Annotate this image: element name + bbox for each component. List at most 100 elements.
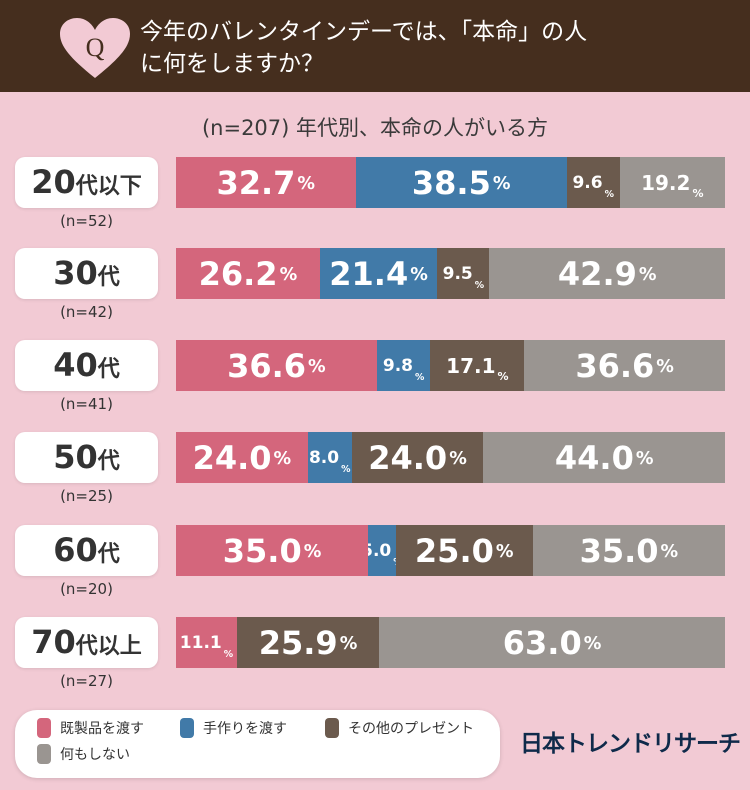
bar-segment-その他のプレゼント: 25.9%: [236, 617, 380, 668]
stacked-bar: 32.7% 38.5% 9.6% 19.2%: [176, 157, 725, 208]
brand-logo: 日本トレンドリサーチ: [520, 731, 741, 757]
unit-label: %: [635, 449, 654, 469]
data-label: 8.0: [308, 447, 340, 468]
unit-label: %: [339, 634, 358, 654]
bar-segment-何もしない: 44.0%: [483, 432, 725, 483]
age-number: 30: [53, 254, 98, 292]
legend-item: その他のプレゼント: [325, 718, 474, 738]
bar-segment-その他のプレゼント: 24.0%: [351, 432, 484, 483]
bar-segment-既製品を渡す: 11.1%: [176, 617, 237, 668]
unit-label: %: [497, 370, 509, 383]
data-label: 44.0: [554, 438, 634, 477]
unit-label: %: [303, 542, 322, 562]
age-number: 50: [53, 438, 98, 476]
bar-segment-その他のプレゼント: 9.5%: [437, 248, 490, 299]
sample-size: (n=42): [60, 303, 113, 321]
bar-segment-既製品を渡す: 32.7%: [176, 157, 356, 208]
category-label: 20代以下: [15, 157, 158, 208]
category-label: 60代: [15, 525, 158, 576]
stacked-bar: 26.2% 21.4% 9.5% 42.9%: [176, 248, 725, 299]
unit-label: %: [656, 357, 674, 377]
unit-label: %: [223, 649, 234, 660]
legend-item: 手作りを渡す: [180, 718, 287, 738]
bar-segment-その他のプレゼント: 17.1%: [430, 340, 525, 391]
data-label: 38.5: [411, 163, 491, 202]
data-label: 25.0: [414, 531, 494, 570]
legend-swatch: [325, 718, 339, 738]
svg-text:Q: Q: [86, 33, 105, 62]
data-label: 25.9: [258, 623, 338, 662]
stacked-bar: 35.0%5.0%25.0%35.0%: [176, 525, 725, 576]
question-text: 今年のバレンタインデーでは、「本命」の人 に何をしますか？: [140, 19, 588, 77]
bar-segment-既製品を渡す: 36.6%: [176, 340, 377, 391]
data-label: 35.0: [579, 531, 659, 570]
data-label: 9.5: [442, 263, 473, 284]
unit-label: %: [638, 265, 657, 285]
category-label: 40代: [15, 340, 158, 391]
chart-subtitle: (n=207) 年代別、本命の人がいる方: [201, 116, 549, 140]
data-label: 19.2: [641, 170, 691, 195]
age-suffix: 代以下: [75, 174, 142, 199]
sample-size: (n=25): [60, 487, 113, 505]
data-label: 5.0: [368, 540, 392, 561]
bar-segment-手作りを渡す: 21.4%: [319, 248, 438, 299]
bar-segment-既製品を渡す: 26.2%: [176, 248, 320, 299]
unit-label: %: [660, 542, 679, 562]
unit-label: %: [297, 174, 316, 194]
age-suffix: 代: [97, 265, 120, 290]
sample-size: (n=20): [60, 580, 113, 598]
bar-segment-何もしない: 63.0%: [379, 617, 725, 668]
category-label: 70代以上: [15, 617, 158, 668]
bar-segment-その他のプレゼント: 9.6%: [566, 157, 620, 208]
legend-item: 既製品を渡す: [37, 718, 144, 738]
data-label: 26.2: [198, 254, 278, 293]
legend-swatch: [37, 718, 51, 738]
stacked-bar: 36.6% 9.8% 17.1% 36.6%: [176, 340, 725, 391]
sample-size: (n=41): [60, 395, 113, 413]
bar-segment-何もしない: 36.6%: [524, 340, 725, 391]
unit-label: %: [393, 557, 395, 568]
legend-swatch: [37, 744, 51, 764]
data-label: 42.9: [557, 254, 637, 293]
data-label: 36.6: [227, 346, 307, 385]
unit-label: %: [414, 372, 425, 383]
unit-label: %: [583, 634, 602, 654]
bar-segment-何もしない: 19.2%: [619, 157, 725, 208]
legend-label: 何もしない: [60, 747, 130, 763]
data-label: 35.0: [222, 531, 302, 570]
category-label: 50代: [15, 432, 158, 483]
age-number: 20: [31, 163, 76, 201]
unit-label: %: [604, 189, 614, 200]
data-label: 32.7: [216, 163, 296, 202]
sample-size: (n=27): [60, 672, 113, 690]
unit-label: %: [495, 542, 514, 562]
question-header: Q 今年のバレンタインデーでは、「本命」の人 に何をしますか？: [0, 0, 750, 92]
unit-label: %: [273, 449, 292, 469]
legend-label: 既製品を渡す: [60, 721, 144, 737]
age-number: 60: [53, 531, 98, 569]
age-number: 70: [31, 623, 76, 661]
data-label: 9.8: [382, 355, 413, 376]
bar-segment-既製品を渡す: 35.0%: [176, 525, 369, 576]
age-suffix: 代以上: [75, 634, 142, 659]
bar-segment-手作りを渡す: 9.8%: [376, 340, 431, 391]
bar-segment-手作りを渡す: 5.0%: [368, 525, 396, 576]
unit-label: %: [279, 265, 298, 285]
unit-label: %: [492, 174, 511, 194]
data-label: 36.6: [575, 346, 655, 385]
legend-label: 手作りを渡す: [203, 721, 287, 737]
data-label: 63.0: [502, 623, 582, 662]
legend-label: その他のプレゼント: [348, 721, 474, 737]
data-label: 17.1: [446, 353, 496, 378]
unit-label: %: [449, 449, 467, 469]
legend-swatch: [180, 718, 194, 738]
data-label: 9.6: [572, 172, 603, 193]
heart-q-icon: Q: [60, 18, 130, 78]
data-label: 11.1: [179, 632, 222, 653]
category-label: 30代: [15, 248, 158, 299]
data-label: 24.0: [368, 438, 448, 477]
bar-segment-手作りを渡す: 8.0%: [307, 432, 352, 483]
stacked-bar: 24.0% 8.0% 24.0% 44.0%: [176, 432, 725, 483]
bar-segment-何もしない: 42.9%: [489, 248, 725, 299]
unit-label: %: [308, 357, 326, 377]
